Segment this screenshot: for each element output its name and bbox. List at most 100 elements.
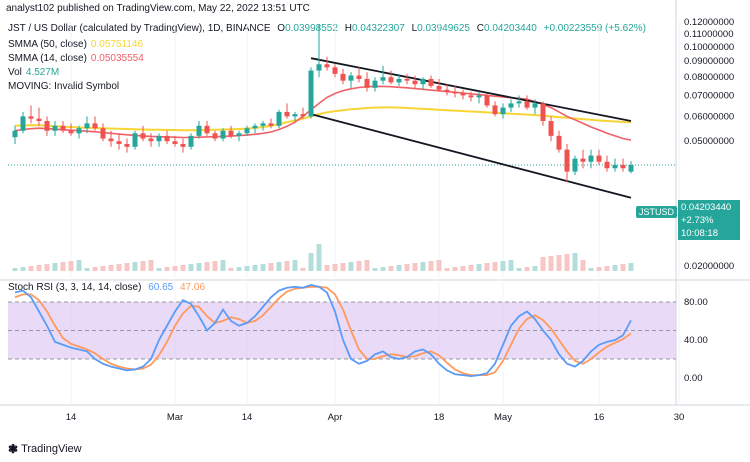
volume-bar <box>420 262 426 271</box>
sma14-legend: SMMA (14, close) 0.05035554 <box>8 52 148 66</box>
time-tick-label: Apr <box>328 412 343 423</box>
candle-body <box>276 111 282 126</box>
time-tick-label: May <box>494 412 512 423</box>
sma50-label: SMMA (50, close) <box>8 39 87 50</box>
candle-body <box>172 141 178 144</box>
volume-bar <box>596 267 602 271</box>
tradingview-logo-icon: ❃ <box>8 442 18 456</box>
volume-bar <box>20 267 26 271</box>
volume-bar <box>556 255 562 271</box>
stoch-d-line <box>14 285 632 377</box>
volume-bar <box>524 267 530 271</box>
channel-lower-line <box>310 113 632 199</box>
candle-body <box>204 125 210 134</box>
candle-body <box>468 95 474 98</box>
candle-body <box>412 80 418 85</box>
volume-bar <box>324 265 330 271</box>
candle-body <box>436 86 442 90</box>
candle-body <box>476 95 482 98</box>
volume-bar <box>68 261 74 271</box>
candle-body <box>108 138 114 142</box>
low-label: L <box>411 23 418 34</box>
candle-body <box>484 95 490 106</box>
candle-body <box>292 114 298 117</box>
candle-body <box>60 125 66 131</box>
candle-body <box>100 128 106 139</box>
volume-bar <box>164 267 170 271</box>
volume-bar <box>12 268 18 271</box>
candle-body <box>556 135 562 150</box>
volume-bar <box>348 262 354 271</box>
volume-bar <box>196 263 202 271</box>
moving-legend: MOVING: Invalid Symbol <box>8 80 123 94</box>
volume-bar <box>540 257 546 271</box>
volume-bar <box>316 244 322 271</box>
close-value: 0.04203440 <box>483 23 537 34</box>
close-label: C <box>476 23 484 34</box>
footer: ❃ TradingView <box>8 442 82 456</box>
candle-body <box>308 70 314 117</box>
moving-label: MOVING: Invalid Symbol <box>8 81 120 92</box>
smma50-line <box>14 106 632 132</box>
candle-body <box>12 130 18 138</box>
price-tick-label: 0.06000000 <box>684 111 734 122</box>
stoch-k-line <box>14 283 632 378</box>
volume-bar <box>460 266 466 271</box>
price-tick-label: 0.08000000 <box>684 72 734 83</box>
volume-bar <box>124 263 130 271</box>
candle-body <box>564 149 570 172</box>
candle-body <box>340 73 346 81</box>
ticker-label: JSTUSD <box>636 206 678 218</box>
candle-body <box>508 103 514 108</box>
candle-body <box>124 143 130 147</box>
candle-body <box>180 143 186 147</box>
price-tick-label: 0.11000000 <box>684 29 734 40</box>
volume-bar <box>284 261 290 271</box>
volume-bar <box>244 266 250 271</box>
candle-body <box>132 133 138 147</box>
volume-bar <box>412 263 418 271</box>
last-change: +2.73% <box>681 215 714 226</box>
candle-body <box>612 164 618 169</box>
candle-body <box>268 123 274 126</box>
volume-bar <box>364 260 370 271</box>
volume-bar <box>476 264 482 271</box>
volume-label: Vol <box>8 67 22 78</box>
candle-body <box>372 80 378 88</box>
volume-bar <box>28 266 34 271</box>
sma50-value: 0.05751146 <box>90 39 144 50</box>
stoch-tick-label: 80.00 <box>684 297 708 308</box>
low-value: 0.03949625 <box>417 23 470 34</box>
channel-upper-line <box>310 57 632 122</box>
stoch-d-value: 47.06 <box>180 282 206 293</box>
candle-body <box>356 75 362 79</box>
volume-bar <box>116 264 122 271</box>
volume-bar <box>508 260 514 271</box>
volume-bar <box>404 264 410 271</box>
candle-body <box>396 78 402 83</box>
candle-body <box>236 133 242 136</box>
volume-bar <box>156 268 162 271</box>
candle-body <box>84 123 90 129</box>
sma14-label: SMMA (14, close) <box>8 53 87 64</box>
time-tick-label: 30 <box>674 412 685 423</box>
footer-brand: TradingView <box>21 443 82 455</box>
candle-body <box>188 135 194 147</box>
candle-body <box>28 116 34 119</box>
price-tick-label: 0.05000000 <box>684 136 734 147</box>
high-label: H <box>344 23 352 34</box>
volume-bar <box>516 268 522 271</box>
volume-bar <box>228 268 234 271</box>
candle-body <box>300 114 306 117</box>
candle-body <box>196 125 202 136</box>
volume-bar <box>276 262 282 271</box>
candle-body <box>148 138 154 142</box>
volume-bar <box>532 266 538 271</box>
price-tick-label: 0.10000000 <box>684 42 734 53</box>
candle-body <box>332 67 338 74</box>
candle-body <box>20 116 26 131</box>
volume-bar <box>628 263 634 271</box>
time-tick-label: 14 <box>66 412 77 423</box>
volume-bar <box>52 263 58 271</box>
